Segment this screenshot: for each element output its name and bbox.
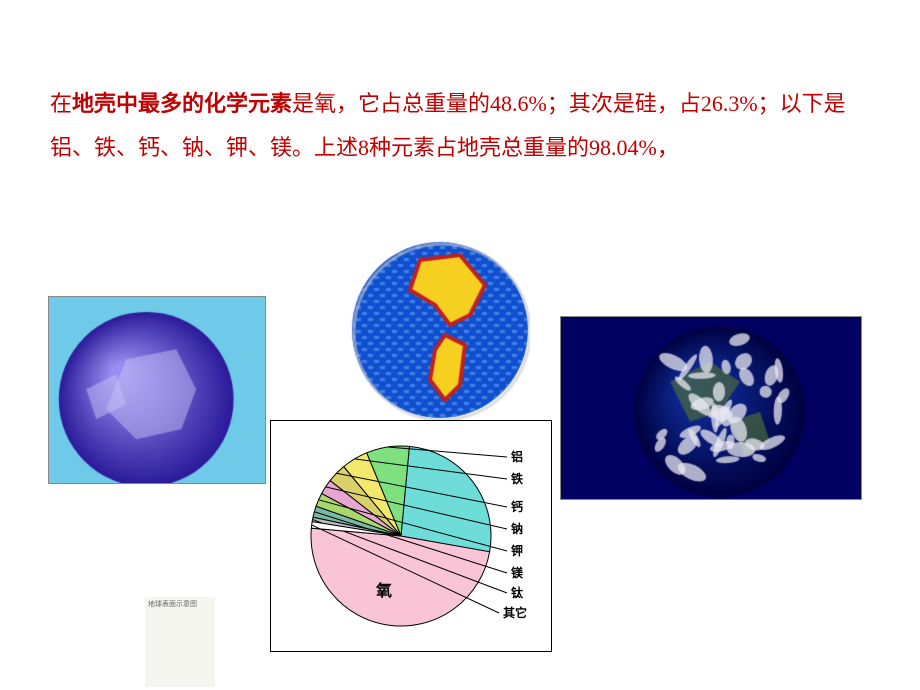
globe-image-middle <box>350 240 530 420</box>
earth-crust-pie-chart: 氧硅铝铁钙钠钾镁钛其它 <box>271 421 551 651</box>
svg-text:钙: 钙 <box>511 499 523 514</box>
svg-text:钾: 钾 <box>511 543 523 558</box>
svg-text:铁: 铁 <box>511 471 523 486</box>
svg-text:铝: 铝 <box>511 449 523 464</box>
description-text: 在地壳中最多的化学元素是氧，它占总重量的48.6%；其次是硅，占26.3%；以下… <box>50 82 860 170</box>
globe-image-left: 地球表面示意图 <box>48 296 266 484</box>
svg-text:氧: 氧 <box>375 581 392 600</box>
svg-text:镁: 镁 <box>511 565 524 580</box>
pie-chart-container: 氧硅铝铁钙钠钾镁钛其它 <box>270 420 552 652</box>
svg-text:钛: 钛 <box>511 585 524 600</box>
globe-image-right <box>560 316 862 500</box>
text-bold: 地壳中最多的化学元素 <box>72 91 292 116</box>
svg-text:其它: 其它 <box>503 605 527 620</box>
svg-text:钠: 钠 <box>511 521 523 536</box>
globe-left-note: 地球表面示意图 <box>145 597 215 687</box>
text-part1: 在 <box>50 91 72 116</box>
